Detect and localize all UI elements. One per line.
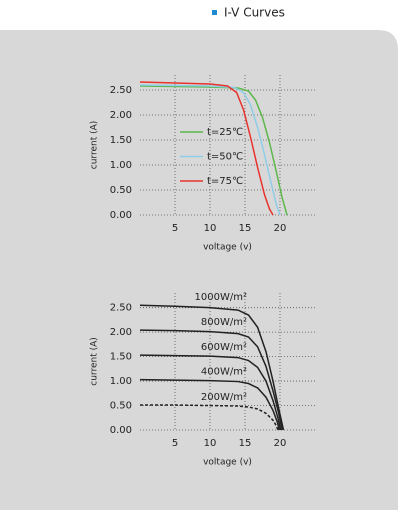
series-line	[139, 329, 283, 431]
x-tick-label: 10	[204, 223, 217, 234]
series-line	[139, 378, 281, 431]
x-axis-label: voltage (v)	[203, 458, 252, 468]
x-tick-label: 15	[239, 223, 252, 234]
x-tick-label: 20	[274, 438, 287, 449]
series-label: 1000W/m²	[195, 292, 247, 303]
y-tick-label: 0.00	[110, 425, 132, 436]
y-tick-label: 2.00	[110, 327, 132, 338]
section-title: I-V Curves	[224, 6, 285, 20]
y-tick-label: 2.00	[110, 110, 132, 121]
x-tick-label: 5	[172, 438, 178, 449]
x-axis-label: voltage (v)	[203, 243, 252, 253]
x-tick-label: 20	[274, 223, 287, 234]
y-tick-label: 1.00	[110, 376, 132, 387]
series-line	[140, 404, 279, 431]
series-line	[139, 85, 288, 216]
y-tick-label: 2.50	[110, 85, 132, 96]
series-label: 200W/m²	[201, 392, 247, 403]
y-tick-label: 1.00	[110, 160, 132, 171]
series-line	[139, 84, 281, 216]
series-label: 400W/m²	[201, 367, 247, 378]
y-axis-label: current (A)	[90, 337, 100, 386]
y-tick-label: 1.50	[110, 135, 132, 146]
series-line	[139, 81, 274, 216]
series-line	[139, 304, 285, 431]
y-tick-label: 0.50	[110, 401, 132, 412]
panel	[0, 30, 398, 510]
series-label: 600W/m²	[201, 342, 247, 353]
series-line	[139, 354, 282, 431]
y-tick-label: 2.50	[110, 303, 132, 314]
x-tick-label: 5	[172, 223, 178, 234]
y-tick-label: 1.50	[110, 352, 132, 363]
y-tick-label: 0.00	[110, 210, 132, 221]
series-label: 800W/m²	[201, 317, 247, 328]
y-tick-label: 0.50	[110, 185, 132, 196]
bullet	[212, 10, 217, 15]
legend-label: t=25℃	[207, 127, 243, 138]
x-tick-label: 15	[239, 438, 252, 449]
legend-label: t=50℃	[207, 152, 243, 163]
y-axis-label: current (A)	[90, 121, 100, 170]
legend-label: t=75℃	[207, 176, 243, 187]
x-tick-label: 10	[204, 438, 217, 449]
